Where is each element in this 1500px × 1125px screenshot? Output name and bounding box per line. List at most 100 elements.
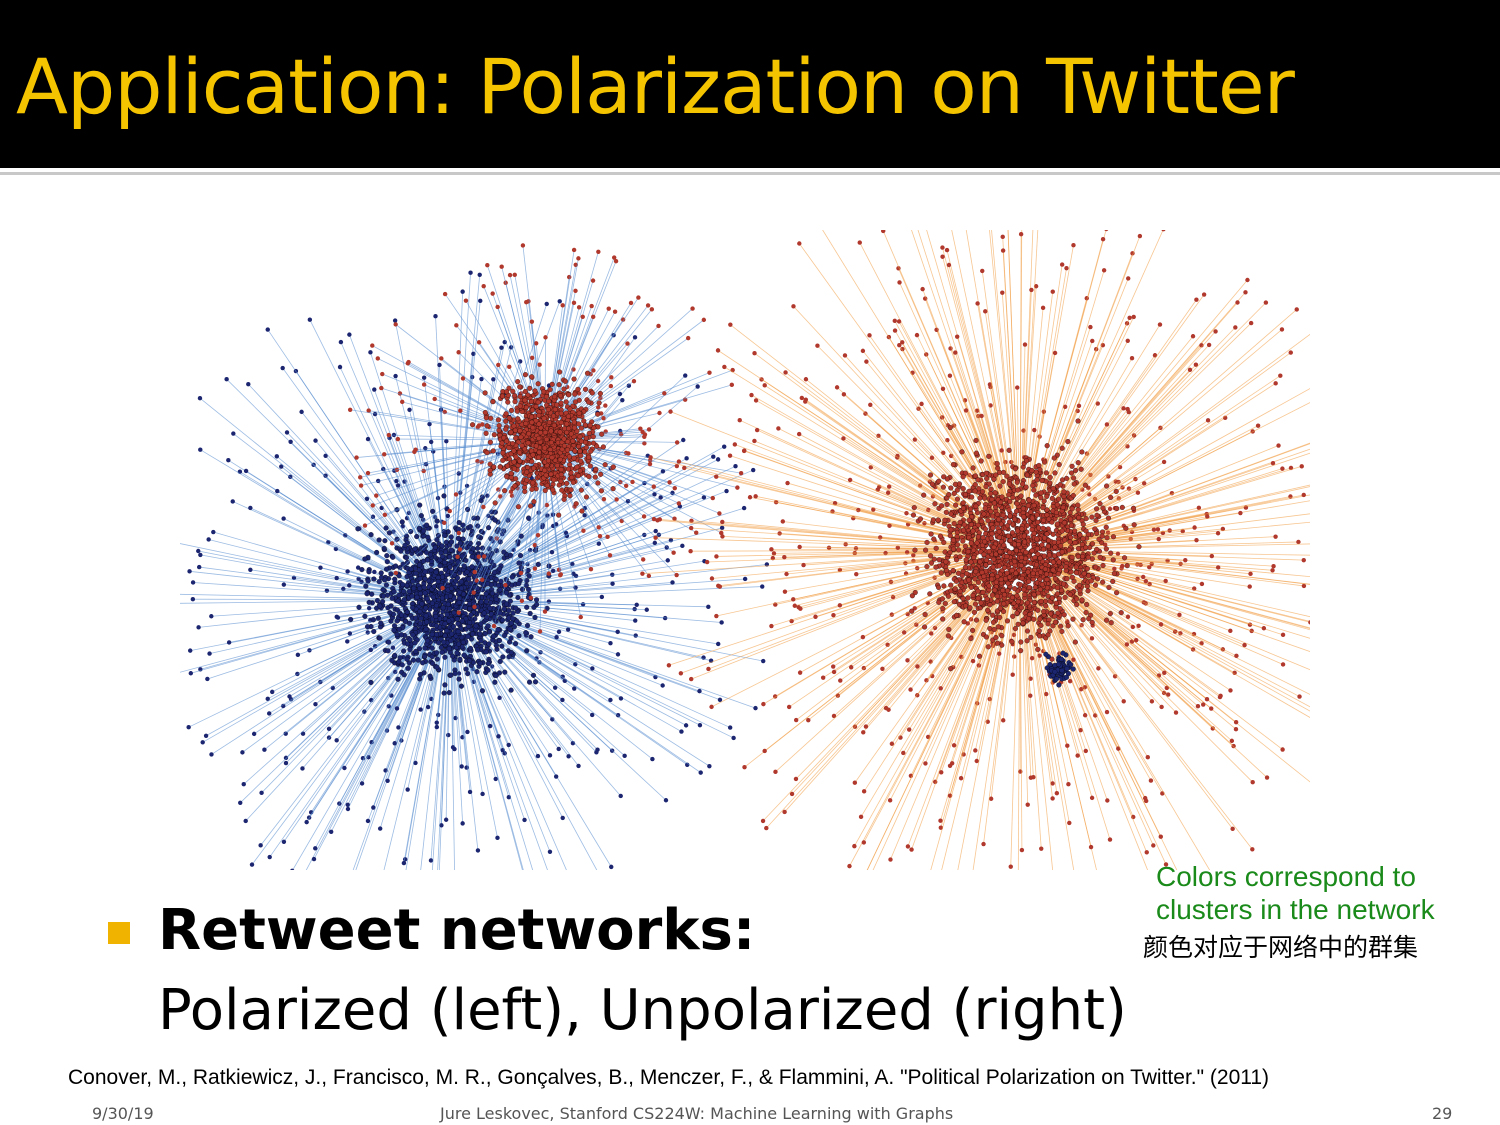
blue-cluster-node xyxy=(364,591,370,597)
blue-cluster-node xyxy=(398,612,405,618)
red-cluster-node xyxy=(564,421,570,427)
red-cluster-node xyxy=(546,398,552,404)
blue-cluster-node xyxy=(356,604,362,610)
red-cluster-node xyxy=(1136,623,1141,628)
red-cluster-node xyxy=(842,353,848,358)
blue-cluster-node xyxy=(493,643,499,649)
red-cluster-node xyxy=(653,535,658,540)
red-cluster-node xyxy=(831,664,836,669)
red-cluster-node xyxy=(595,480,601,486)
blue-cluster-node xyxy=(454,650,460,656)
blue-cluster-node xyxy=(410,605,416,611)
blue-cluster-node xyxy=(496,582,502,588)
red-cluster-node xyxy=(1089,636,1095,641)
blue-cluster-node xyxy=(391,627,397,633)
red-cluster-node xyxy=(1233,726,1239,732)
red-cluster-node xyxy=(885,490,891,495)
red-cluster-node xyxy=(1195,703,1201,709)
blue-cluster-edge xyxy=(339,366,435,568)
blue-cluster-node xyxy=(401,648,407,654)
blue-cluster-node xyxy=(433,623,439,629)
red-cluster-node xyxy=(382,512,388,518)
red-cluster-node xyxy=(610,464,616,470)
red-cluster-node xyxy=(508,407,515,414)
blue-cluster-node xyxy=(433,603,439,609)
red-cluster-node xyxy=(1144,850,1149,855)
blue-cluster-node xyxy=(422,653,428,660)
blue-cluster-node xyxy=(465,729,470,735)
blue-cluster-node xyxy=(618,696,624,701)
blue-cluster-edge xyxy=(188,615,418,728)
blue-cluster-node xyxy=(200,740,205,745)
blue-cluster-node xyxy=(497,587,503,593)
red-cluster-node xyxy=(469,422,476,428)
blue-cluster-node xyxy=(594,750,599,755)
blue-cluster-node xyxy=(485,667,491,673)
blue-cluster-edge xyxy=(484,607,712,662)
red-cluster-node xyxy=(854,571,859,577)
blue-cluster-node xyxy=(390,645,396,650)
red-cluster-node xyxy=(518,570,524,576)
red-cluster-node xyxy=(1173,710,1179,715)
red-cluster-node xyxy=(1263,300,1269,305)
blue-cluster-node xyxy=(338,339,344,345)
red-cluster-node xyxy=(777,531,782,536)
blue-cluster-node xyxy=(480,791,485,797)
blue-cluster-node xyxy=(430,508,436,514)
red-cluster-node xyxy=(892,318,897,324)
red-cluster-node xyxy=(709,704,714,710)
red-cluster-node xyxy=(577,468,583,474)
red-cluster-node xyxy=(544,482,550,488)
red-cluster-node xyxy=(524,477,530,483)
blue-cluster-node xyxy=(560,697,565,703)
blue-cluster-node xyxy=(428,567,434,573)
red-cluster-node xyxy=(1233,720,1239,725)
blue-cluster-node xyxy=(280,365,285,371)
blue-cluster-node xyxy=(417,585,423,592)
red-cluster-node xyxy=(860,348,866,354)
red-cluster-node xyxy=(542,467,548,473)
red-cluster-node xyxy=(578,438,584,444)
red-cluster-node xyxy=(769,623,774,629)
blue-cluster-node xyxy=(238,800,243,805)
red-cluster-node xyxy=(605,534,610,540)
blue-cluster-node xyxy=(323,453,328,458)
red-cluster-node xyxy=(543,394,550,400)
blue-cluster-edge xyxy=(269,629,430,858)
red-cluster-node xyxy=(1250,779,1255,785)
blue-cluster-node xyxy=(265,327,270,332)
red-cluster-node xyxy=(586,430,592,436)
blue-cluster-node xyxy=(446,732,451,738)
blue-cluster-edge xyxy=(482,497,661,585)
red-cluster-node xyxy=(646,573,652,579)
red-cluster-node xyxy=(1101,268,1107,273)
blue-cluster-node xyxy=(618,793,623,799)
red-cluster-node xyxy=(552,406,558,413)
blue-cluster-node xyxy=(196,625,201,630)
blue-cluster-node xyxy=(444,612,450,618)
blue-cluster-node xyxy=(415,657,421,663)
red-cluster-node xyxy=(861,730,866,735)
red-cluster-node xyxy=(667,480,672,485)
blue-cluster-node xyxy=(566,754,571,759)
red-cluster-node xyxy=(689,525,694,531)
red-cluster-node xyxy=(1273,534,1278,539)
red-cluster-node xyxy=(729,382,735,388)
red-cluster-node xyxy=(603,403,608,408)
red-cluster-node xyxy=(507,364,512,370)
red-cluster-edge xyxy=(771,548,979,551)
blue-cluster-node xyxy=(318,565,323,570)
red-cluster-node xyxy=(857,240,862,245)
red-cluster-node xyxy=(542,445,548,451)
blue-cluster-node xyxy=(553,774,559,779)
blue-cluster-node xyxy=(395,483,401,488)
blue-cluster-node xyxy=(664,545,669,550)
red-cluster-node xyxy=(1015,385,1020,390)
blue-cluster-node xyxy=(442,532,448,538)
blue-cluster-node xyxy=(731,735,736,741)
blue-cluster-node xyxy=(499,345,504,350)
red-cluster-node xyxy=(578,452,584,459)
red-cluster-node xyxy=(997,651,1002,656)
red-cluster-node xyxy=(499,440,505,446)
blue-cluster-node xyxy=(452,670,458,677)
